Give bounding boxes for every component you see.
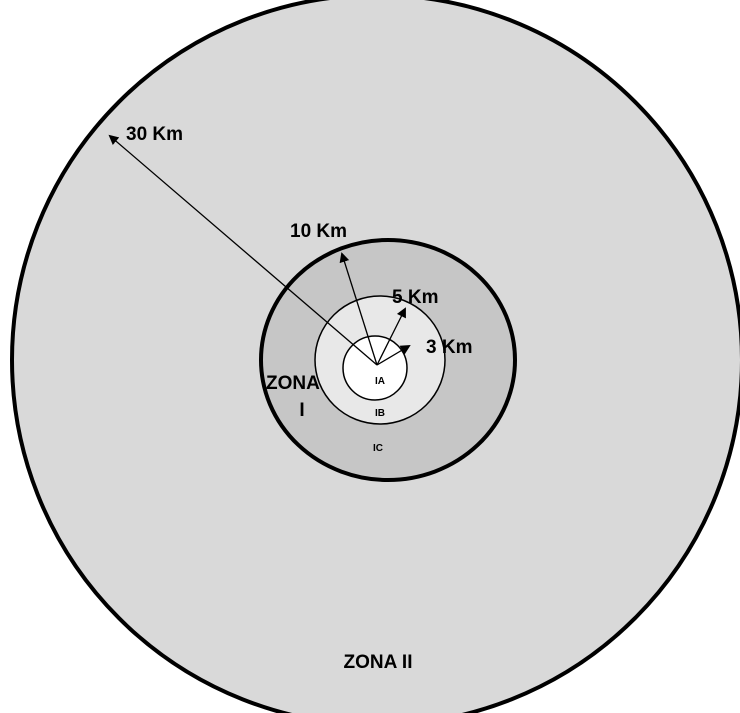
radius-arrows [108, 134, 411, 366]
zone-one-numeral: I [299, 400, 304, 421]
arrow-3 [376, 344, 411, 366]
radius-label: 3 Km [426, 337, 472, 358]
subzone-label: IC [373, 443, 383, 454]
zone-one-title: ZONA [266, 373, 320, 394]
arrow-30 [108, 134, 378, 366]
subzone-label: IA [375, 376, 385, 387]
subzone-label: IB [375, 408, 385, 419]
radius-label: 10 Km [290, 221, 347, 242]
ia-circle [342, 335, 408, 401]
arrow-10 [339, 252, 378, 366]
arrow-5 [376, 307, 406, 366]
radius-label: 5 Km [392, 287, 438, 308]
radius-label: 30 Km [126, 124, 183, 145]
zone-two-label: ZONA II [344, 652, 413, 673]
